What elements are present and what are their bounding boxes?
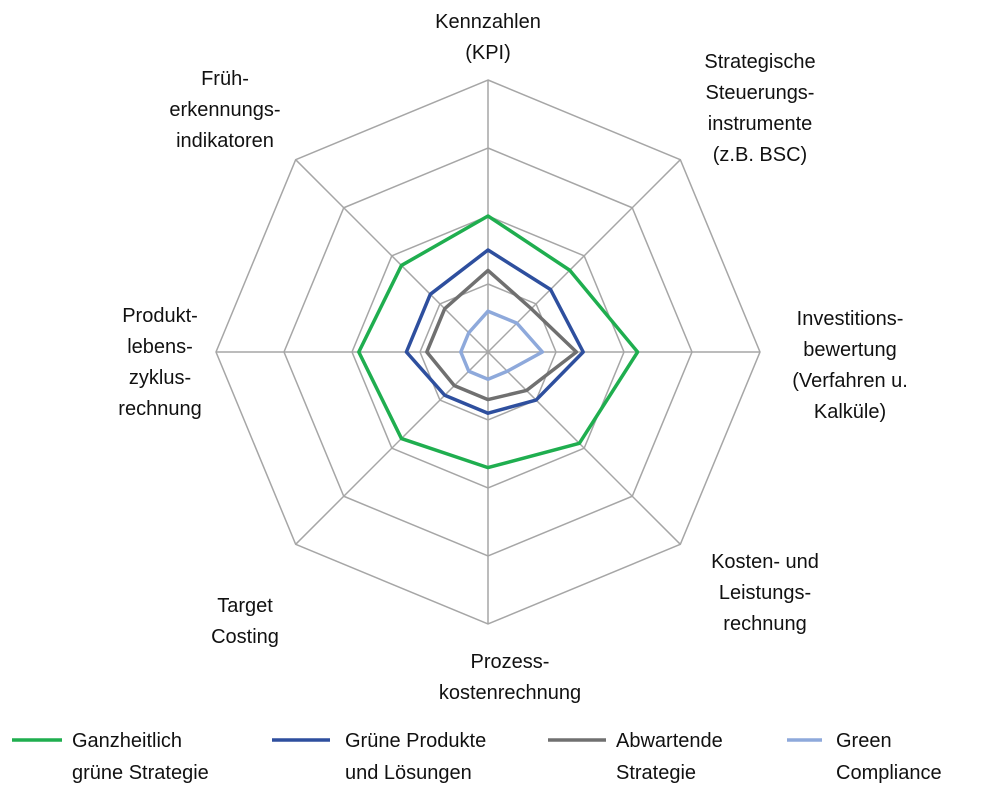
series-line — [459, 309, 545, 381]
category-label: Strategische Steuerungs-instrumente (z.B. … — [704, 51, 815, 166]
axis-spoke — [295, 159, 489, 353]
category-label: Produkt-lebens-zyklus-rechnung — [118, 305, 201, 420]
category-label: Früh-erkennungs-indikatoren — [169, 68, 280, 152]
category-label: Investitions-bewertung (Verfahren u. Kalkü… — [792, 308, 908, 423]
series-line — [425, 268, 579, 402]
legend-label: Green Compliance — [836, 730, 942, 784]
legend-label: Grüne Produkte und Lösungen — [345, 730, 486, 784]
legend-label: Ganzheitlich grüne Strategie — [72, 730, 209, 784]
axis-spoke — [295, 351, 489, 545]
axis-spoke — [487, 351, 681, 545]
category-label: Kennzahlen (KPI) — [435, 11, 541, 64]
category-label: Target Costing — [211, 595, 279, 648]
legend-label: Abwartende Strategie — [616, 730, 723, 784]
category-label: Prozess-kostenrechnung — [439, 651, 581, 704]
series-line — [357, 214, 640, 470]
series-line — [404, 248, 585, 415]
category-label: Kosten- und Leistungs-rechnung — [711, 551, 819, 635]
axis-spoke — [487, 159, 681, 353]
